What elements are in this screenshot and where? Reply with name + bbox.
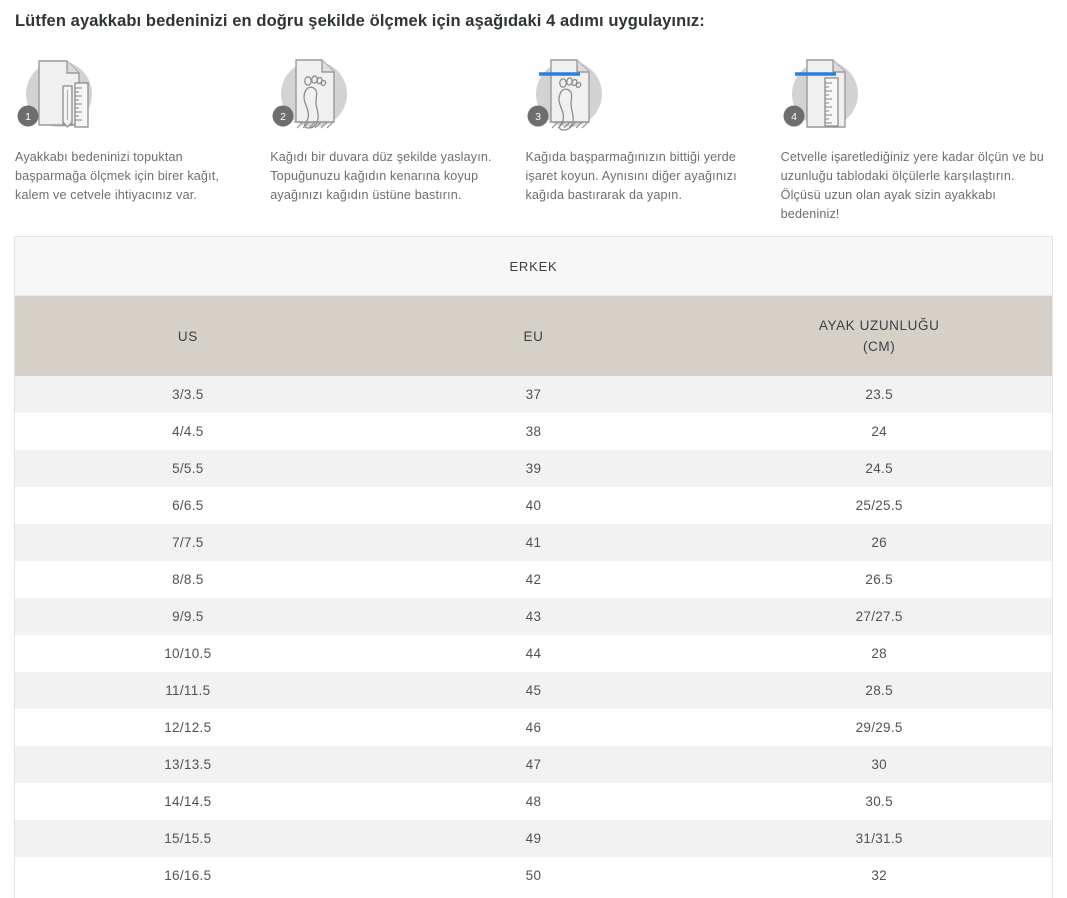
cell-foot-length: 23.5 [706, 376, 1052, 413]
table-row: 8/8.5 42 26.5 [15, 561, 1052, 598]
column-header-foot-length-line1: AYAK UZUNLUĞU [818, 318, 940, 333]
cell-foot-length: 31/31.5 [706, 820, 1052, 857]
cell-foot-length: 26.5 [706, 561, 1052, 598]
table-row: 14/14.5 48 30.5 [15, 783, 1052, 820]
cell-us: 4/4.5 [15, 413, 361, 450]
foot-on-paper-icon: 2 [272, 59, 348, 129]
step-item-2: 2 Kağıdı bir duvara düz şekilde yaslayın… [270, 50, 525, 224]
cell-foot-length: 32 [706, 857, 1052, 894]
cell-foot-length: 26 [706, 524, 1052, 561]
cell-eu: 46 [360, 709, 707, 746]
table-row: 5/5.5 39 24.5 [15, 450, 1052, 487]
column-header-foot-length: AYAK UZUNLUĞU (CM) [706, 295, 1052, 376]
step-3-figure: 3 [525, 50, 613, 132]
cell-us: 16/16.5 [15, 857, 361, 894]
cell-foot-length: 24.5 [706, 450, 1052, 487]
table-title-row: ERKEK [15, 237, 1052, 296]
cell-eu: 38 [360, 413, 707, 450]
table-row: 16/16.5 50 32 [15, 857, 1052, 894]
cell-eu: 40 [360, 487, 707, 524]
table-column-header-row: US EU AYAK UZUNLUĞU (CM) [15, 295, 1052, 376]
step-item-3: 3 Kağıda başparmağınızın bittiği yerde i… [525, 50, 780, 224]
table-bottom-spacer [15, 894, 1052, 898]
cell-us: 10/10.5 [15, 635, 361, 672]
steps-list: 1 Ayakkabı bedeninizi topuktan başparmağ… [15, 50, 1055, 224]
step-2-text: Kağıdı bir duvara düz şekilde yaslayın. … [270, 150, 492, 202]
column-header-us: US [15, 295, 361, 376]
step-4-figure: 4 [781, 50, 869, 132]
cell-eu: 50 [360, 857, 707, 894]
cell-eu: 42 [360, 561, 707, 598]
cell-eu: 37 [360, 376, 707, 413]
svg-text:4: 4 [791, 111, 797, 123]
cell-eu: 44 [360, 635, 707, 672]
cell-foot-length: 29/29.5 [706, 709, 1052, 746]
table-row: 9/9.5 43 27/27.5 [15, 598, 1052, 635]
cell-us: 3/3.5 [15, 376, 361, 413]
column-header-foot-length-line2: (CM) [862, 339, 896, 354]
cell-foot-length: 27/27.5 [706, 598, 1052, 635]
table-row: 10/10.5 44 28 [15, 635, 1052, 672]
cell-us: 6/6.5 [15, 487, 361, 524]
step-item-4: 4 Cetvelle işaretlediğiniz yere kadar öl… [781, 50, 1055, 224]
table-row: 15/15.5 49 31/31.5 [15, 820, 1052, 857]
cell-us: 9/9.5 [15, 598, 361, 635]
paper-pencil-ruler-icon: 1 [17, 60, 92, 128]
cell-eu: 47 [360, 746, 707, 783]
step-1-text: Ayakkabı bedeninizi topuktan başparmağa … [15, 150, 220, 202]
page-title: Lütfen ayakkabı bedeninizi en doğru şeki… [15, 12, 705, 30]
step-item-1: 1 Ayakkabı bedeninizi topuktan başparmağ… [15, 50, 270, 224]
cell-foot-length: 24 [706, 413, 1052, 450]
svg-text:3: 3 [536, 111, 542, 123]
cell-us: 11/11.5 [15, 672, 361, 709]
cell-foot-length: 28.5 [706, 672, 1052, 709]
table-row: 11/11.5 45 28.5 [15, 672, 1052, 709]
cell-us: 14/14.5 [15, 783, 361, 820]
cell-eu: 49 [360, 820, 707, 857]
cell-us: 7/7.5 [15, 524, 361, 561]
cell-eu: 39 [360, 450, 707, 487]
table-row: 3/3.5 37 23.5 [15, 376, 1052, 413]
ruler-measure-icon: 4 [783, 59, 858, 128]
cell-us: 12/12.5 [15, 709, 361, 746]
step-2-figure: 2 [270, 50, 358, 132]
table-row: 13/13.5 47 30 [15, 746, 1052, 783]
svg-text:1: 1 [25, 111, 31, 123]
table-row: 6/6.5 40 25/25.5 [15, 487, 1052, 524]
cell-foot-length: 25/25.5 [706, 487, 1052, 524]
cell-eu: 41 [360, 524, 707, 561]
table-row: 4/4.5 38 24 [15, 413, 1052, 450]
size-chart-table: ERKEK US EU AYAK UZUNLUĞU (CM) 3/3.5 37 23… [15, 237, 1052, 894]
cell-us: 15/15.5 [15, 820, 361, 857]
foot-with-mark-line-icon: 3 [527, 59, 603, 131]
table-row: 7/7.5 41 26 [15, 524, 1052, 561]
cell-eu: 45 [360, 672, 707, 709]
size-chart-container: ERKEK US EU AYAK UZUNLUĞU (CM) 3/3.5 37 23… [14, 236, 1053, 898]
cell-foot-length: 30 [706, 746, 1052, 783]
cell-us: 8/8.5 [15, 561, 361, 598]
size-chart-body: 3/3.5 37 23.5 4/4.5 38 24 5/5.5 39 24.5 6/6.5 40 25… [15, 376, 1052, 894]
table-title: ERKEK [15, 237, 1052, 296]
cell-us: 5/5.5 [15, 450, 361, 487]
svg-text:2: 2 [280, 111, 286, 123]
cell-foot-length: 28 [706, 635, 1052, 672]
step-3-text: Kağıda başparmağınızın bittiği yerde işa… [525, 150, 737, 202]
cell-eu: 48 [360, 783, 707, 820]
cell-eu: 43 [360, 598, 707, 635]
cell-foot-length: 30.5 [706, 783, 1052, 820]
cell-us: 13/13.5 [15, 746, 361, 783]
step-4-text: Cetvelle işaretlediğiniz yere kadar ölçü… [780, 150, 1044, 221]
table-row: 12/12.5 46 29/29.5 [15, 709, 1052, 746]
step-1-figure: 1 [15, 50, 103, 132]
column-header-eu: EU [360, 295, 707, 376]
